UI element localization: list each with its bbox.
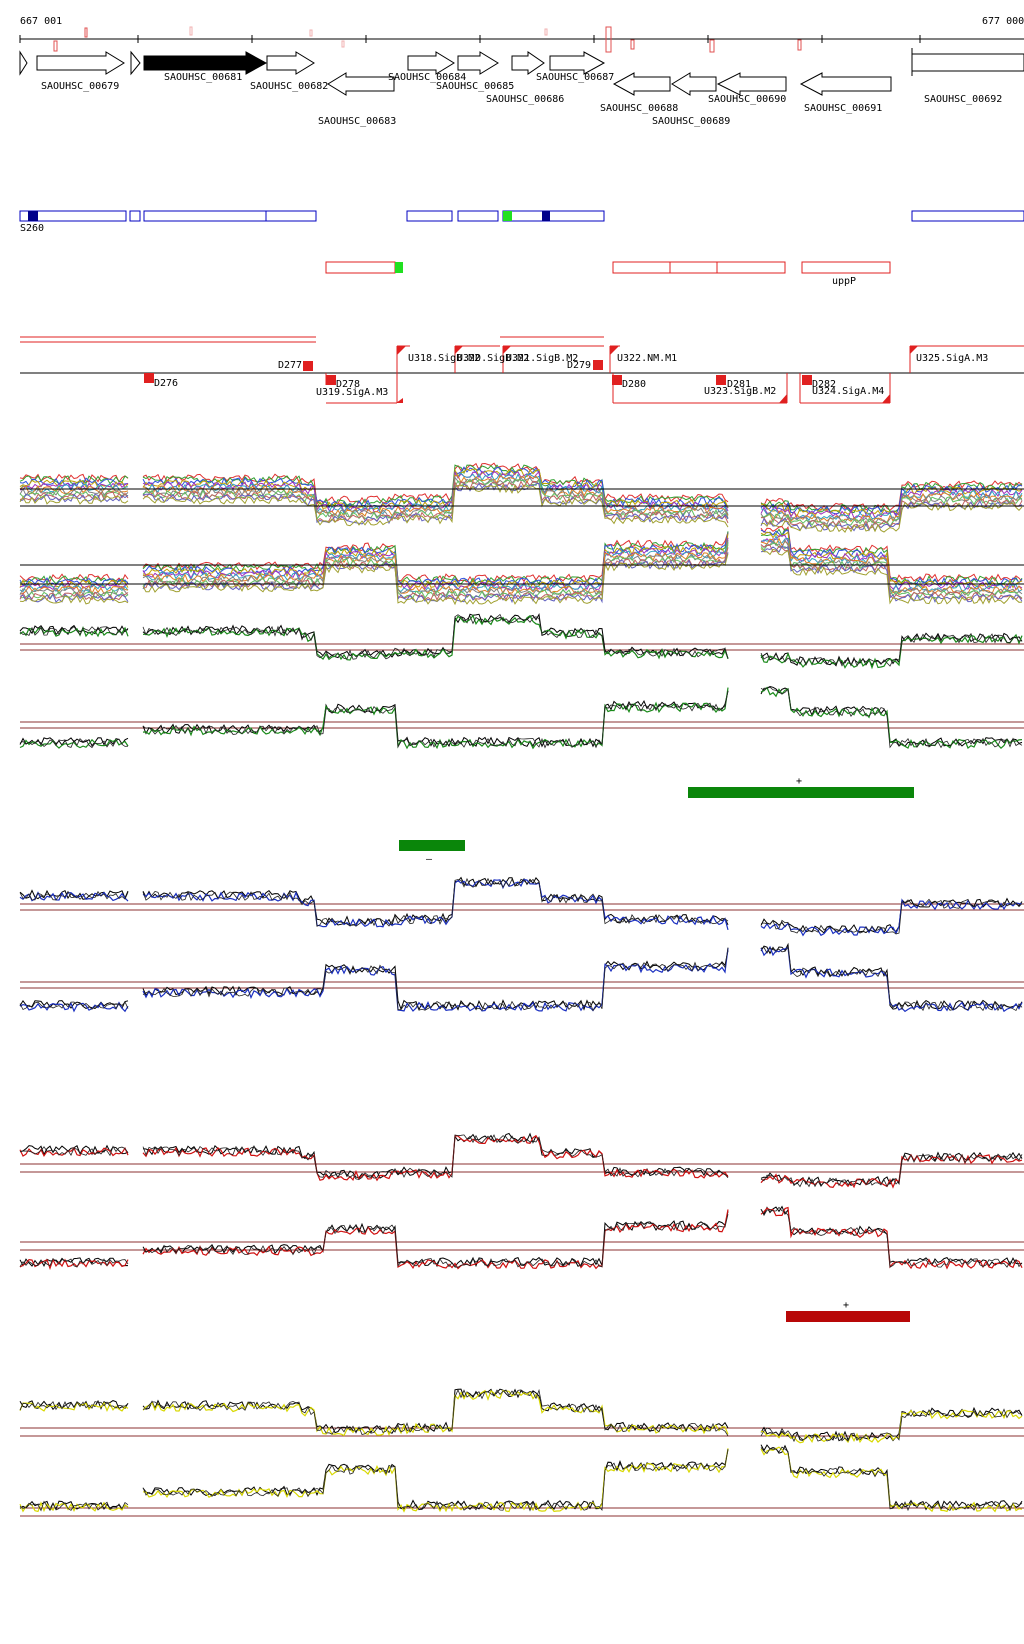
gene-arrow[interactable]: SAOUHSC_00681: [143, 51, 268, 83]
blue-feature[interactable]: [19, 210, 127, 222]
segment-track: D276 D277 D278 D279 D280 D281 D282 U318.…: [20, 336, 1024, 404]
gene-track: SAOUHSC_00679 SAOUHSC_00681 SAOUHSC_0068…: [19, 48, 1024, 127]
gene-arrow[interactable]: SAOUHSC_00684: [388, 51, 466, 83]
segment-label: U321.SigB.M2: [506, 353, 578, 364]
gene-arrow[interactable]: SAOUHSC_00686: [486, 51, 564, 105]
gene-arrow[interactable]: SAOUHSC_00679: [36, 51, 125, 92]
blue-feature[interactable]: [911, 210, 1024, 222]
green-condition-bar[interactable]: [688, 787, 914, 798]
blue-feature[interactable]: [406, 210, 453, 222]
red-feature[interactable]: [801, 261, 891, 274]
gene-arrow[interactable]: SAOUHSC_00692: [911, 48, 1024, 105]
gene-label: SAOUHSC_00691: [804, 103, 882, 114]
red-feature[interactable]: [669, 261, 718, 274]
gene-arrow[interactable]: SAOUHSC_00683: [318, 72, 396, 127]
gene-arrow[interactable]: SAOUHSC_00690: [708, 72, 787, 105]
gene-label: SAOUHSC_00689: [652, 116, 730, 127]
blue-feature[interactable]: [502, 210, 605, 222]
ruler: 667 001 677 000: [19, 16, 1024, 53]
blue-feature[interactable]: [143, 210, 267, 222]
ruler-end-label: 677 000: [982, 16, 1024, 27]
gene-label: SAOUHSC_00692: [924, 94, 1002, 105]
gene-arrow[interactable]: [19, 50, 28, 76]
plus-sign: +: [843, 1300, 849, 1311]
blue-feature[interactable]: [457, 210, 499, 222]
gene-label: SAOUHSC_00687: [536, 72, 614, 83]
segment-label: U319.SigA.M3: [316, 387, 388, 398]
gene-arrow[interactable]: SAOUHSC_00689: [652, 72, 730, 127]
condition-bars: + – +: [399, 776, 914, 1322]
gene-label: SAOUHSC_00682: [250, 81, 328, 92]
gene-label: SAOUHSC_00688: [600, 103, 678, 114]
red-condition-bar[interactable]: [786, 1311, 910, 1322]
blue-feature-track: [19, 210, 1024, 222]
gene-label: SAOUHSC_00679: [41, 81, 119, 92]
segment-label: U320.SigB.M2: [457, 353, 529, 364]
red-feature-label: uppP: [832, 276, 856, 287]
gene-arrow[interactable]: SAOUHSC_00691: [799, 72, 892, 114]
blue-feature[interactable]: [265, 210, 317, 222]
gene-label: SAOUHSC_00685: [436, 81, 514, 92]
gene-arrow[interactable]: SAOUHSC_00685: [436, 51, 514, 92]
segment-label: U324.SigA.M4: [812, 386, 884, 397]
gene-arrow[interactable]: SAOUHSC_00688: [600, 72, 678, 114]
segment-label: D278: [336, 379, 360, 390]
gene-label: SAOUHSC_00684: [388, 72, 466, 83]
segment-label: U325.SigA.M3: [916, 353, 988, 364]
blue-feature[interactable]: [129, 210, 141, 222]
segment-label: D277: [278, 360, 302, 371]
gene-arrow[interactable]: SAOUHSC_00682: [250, 51, 328, 92]
gene-label: SAOUHSC_00686: [486, 94, 564, 105]
red-feature-track: [325, 261, 891, 274]
segment-label: D276: [154, 378, 178, 389]
minus-sign: –: [426, 854, 433, 865]
segment-label: D282: [812, 379, 836, 390]
gene-arrow[interactable]: SAOUHSC_00687: [536, 51, 614, 83]
green-condition-bar[interactable]: [399, 840, 465, 851]
segment-label: D280: [622, 379, 646, 390]
blue-feature-label: S260: [20, 223, 44, 234]
gene-label: SAOUHSC_00681: [164, 72, 242, 83]
red-feature[interactable]: [325, 261, 396, 274]
plus-sign: +: [796, 776, 802, 787]
red-feature[interactable]: [716, 261, 786, 274]
red-feature[interactable]: [612, 261, 671, 274]
gene-label: SAOUHSC_00683: [318, 116, 396, 127]
gene-arrow[interactable]: [130, 50, 141, 76]
segment-label: D281: [727, 379, 751, 390]
segment-label: D279: [567, 360, 591, 371]
ruler-start-label: 667 001: [20, 16, 62, 27]
segment-label: U318.SigB.M2: [408, 353, 480, 364]
expression-panels: [19, 462, 1024, 1517]
gene-label: SAOUHSC_00690: [708, 94, 786, 105]
segment-label: U323.SigB.M2: [704, 386, 776, 397]
segment-label: U322.NM.M1: [617, 353, 677, 364]
